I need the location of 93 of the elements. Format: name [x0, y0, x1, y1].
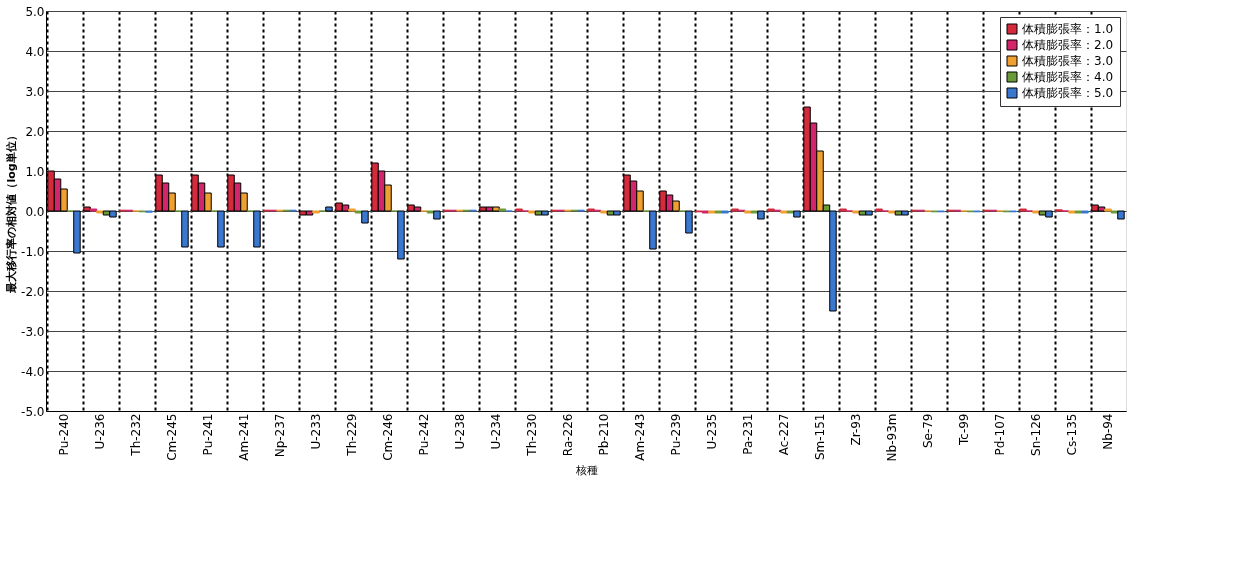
- bar: [1019, 208, 1027, 212]
- x-tick-label: U-235: [705, 413, 719, 450]
- legend-label: 体積膨張率：5.0: [1022, 86, 1114, 100]
- bar: [587, 208, 595, 212]
- bar: [498, 208, 507, 212]
- bar: [721, 210, 729, 214]
- y-axis-title: 最大移行率の相対値（log単位）: [5, 130, 19, 294]
- x-tick-label: U-238: [453, 413, 467, 450]
- bar: [1032, 210, 1040, 214]
- y-tick-label: -3.0: [21, 324, 45, 339]
- x-tick-label: Pd-107: [993, 413, 1007, 456]
- bar: [181, 210, 189, 248]
- y-tick-label: -2.0: [21, 284, 45, 299]
- bar: [1104, 208, 1112, 212]
- x-axis-title: 核種: [574, 464, 598, 478]
- bar: [852, 210, 860, 214]
- x-tick-label: Zr-93: [849, 413, 863, 446]
- x-tick-label: Nb-94: [1101, 413, 1115, 450]
- y-tick-label: 2.0: [25, 124, 45, 139]
- bar: [757, 210, 765, 220]
- x-tick-label: Nb-93m: [885, 413, 899, 462]
- x-tick-label: U-233: [309, 413, 323, 450]
- x-tick-label: U-236: [93, 413, 107, 450]
- bar: [217, 210, 225, 248]
- bar: [354, 210, 363, 214]
- x-tick-label: Cs-135: [1065, 413, 1079, 456]
- legend-label: 体積膨張率：4.0: [1022, 70, 1114, 84]
- x-tick-label: Ac-227: [777, 413, 791, 456]
- bar: [744, 210, 752, 214]
- y-tick-label: -1.0: [21, 244, 45, 259]
- x-tick-label: Pu-241: [201, 413, 215, 456]
- x-tick-label: Ra-226: [561, 413, 575, 457]
- x-tick-label: Am-243: [633, 413, 647, 461]
- bar: [253, 210, 261, 248]
- bar: [793, 210, 801, 218]
- bar: [1081, 210, 1089, 214]
- bar: [750, 210, 759, 214]
- x-tick-label: Sm-151: [813, 413, 827, 461]
- bar: [325, 206, 333, 212]
- bar: [397, 210, 405, 260]
- y-tick-label: 5.0: [25, 4, 45, 19]
- x-tick-label: U-234: [489, 413, 503, 450]
- bar: [875, 208, 883, 212]
- bar: [515, 208, 523, 212]
- x-tick-label: Am-241: [237, 413, 251, 461]
- bar: [1074, 210, 1083, 214]
- bar: [73, 210, 81, 254]
- y-tick-label: -5.0: [21, 404, 45, 419]
- bar: [89, 208, 98, 212]
- bar: [701, 210, 710, 214]
- x-tick-label: Sn-126: [1029, 413, 1043, 456]
- x-tick-label: Pu-242: [417, 413, 431, 456]
- legend-label: 体積膨張率：1.0: [1022, 22, 1114, 36]
- y-tick-label: 3.0: [25, 84, 45, 99]
- bar: [888, 210, 896, 214]
- y-tick-label: 4.0: [25, 44, 45, 59]
- bar: [685, 210, 693, 234]
- x-tick-label: Pu-240: [57, 413, 71, 456]
- bar: [528, 210, 536, 214]
- bar: [839, 208, 847, 212]
- bar: [361, 210, 369, 224]
- x-tick-label: Th-232: [129, 413, 143, 457]
- y-tick-label: -4.0: [21, 364, 45, 379]
- bar: [600, 210, 608, 214]
- x-tick-label: Pa-231: [741, 413, 755, 455]
- bar: [426, 210, 435, 214]
- legend-label: 体積膨張率：3.0: [1022, 54, 1114, 68]
- x-tick-label: Np-237: [273, 413, 287, 458]
- bar: [348, 208, 356, 212]
- bar: [312, 210, 320, 214]
- x-tick-label: Pb-210: [597, 413, 611, 456]
- bar: [731, 208, 739, 212]
- bar: [1110, 210, 1119, 214]
- y-tick-label: 1.0: [25, 164, 45, 179]
- x-tick-label: Cm-245: [165, 413, 179, 461]
- bar: [1117, 210, 1125, 220]
- bar: [1068, 210, 1076, 214]
- bar: [708, 210, 716, 214]
- x-tick-label: Th-230: [525, 413, 539, 457]
- x-tick-label: Pu-239: [669, 413, 683, 456]
- bar: [649, 210, 657, 250]
- legend-label: 体積膨張率：2.0: [1022, 38, 1114, 52]
- x-tick-label: Se-79: [921, 413, 935, 449]
- x-tick-label: Tc-99: [957, 413, 971, 446]
- x-tick-label: Cm-246: [381, 413, 395, 461]
- bar: [786, 210, 795, 214]
- bar: [780, 210, 788, 214]
- bar: [433, 210, 441, 220]
- bar: [96, 210, 104, 214]
- y-tick-label: 0.0: [25, 204, 45, 219]
- bar: [714, 210, 723, 214]
- bar: [767, 208, 775, 212]
- x-tick-label: Th-229: [345, 413, 359, 457]
